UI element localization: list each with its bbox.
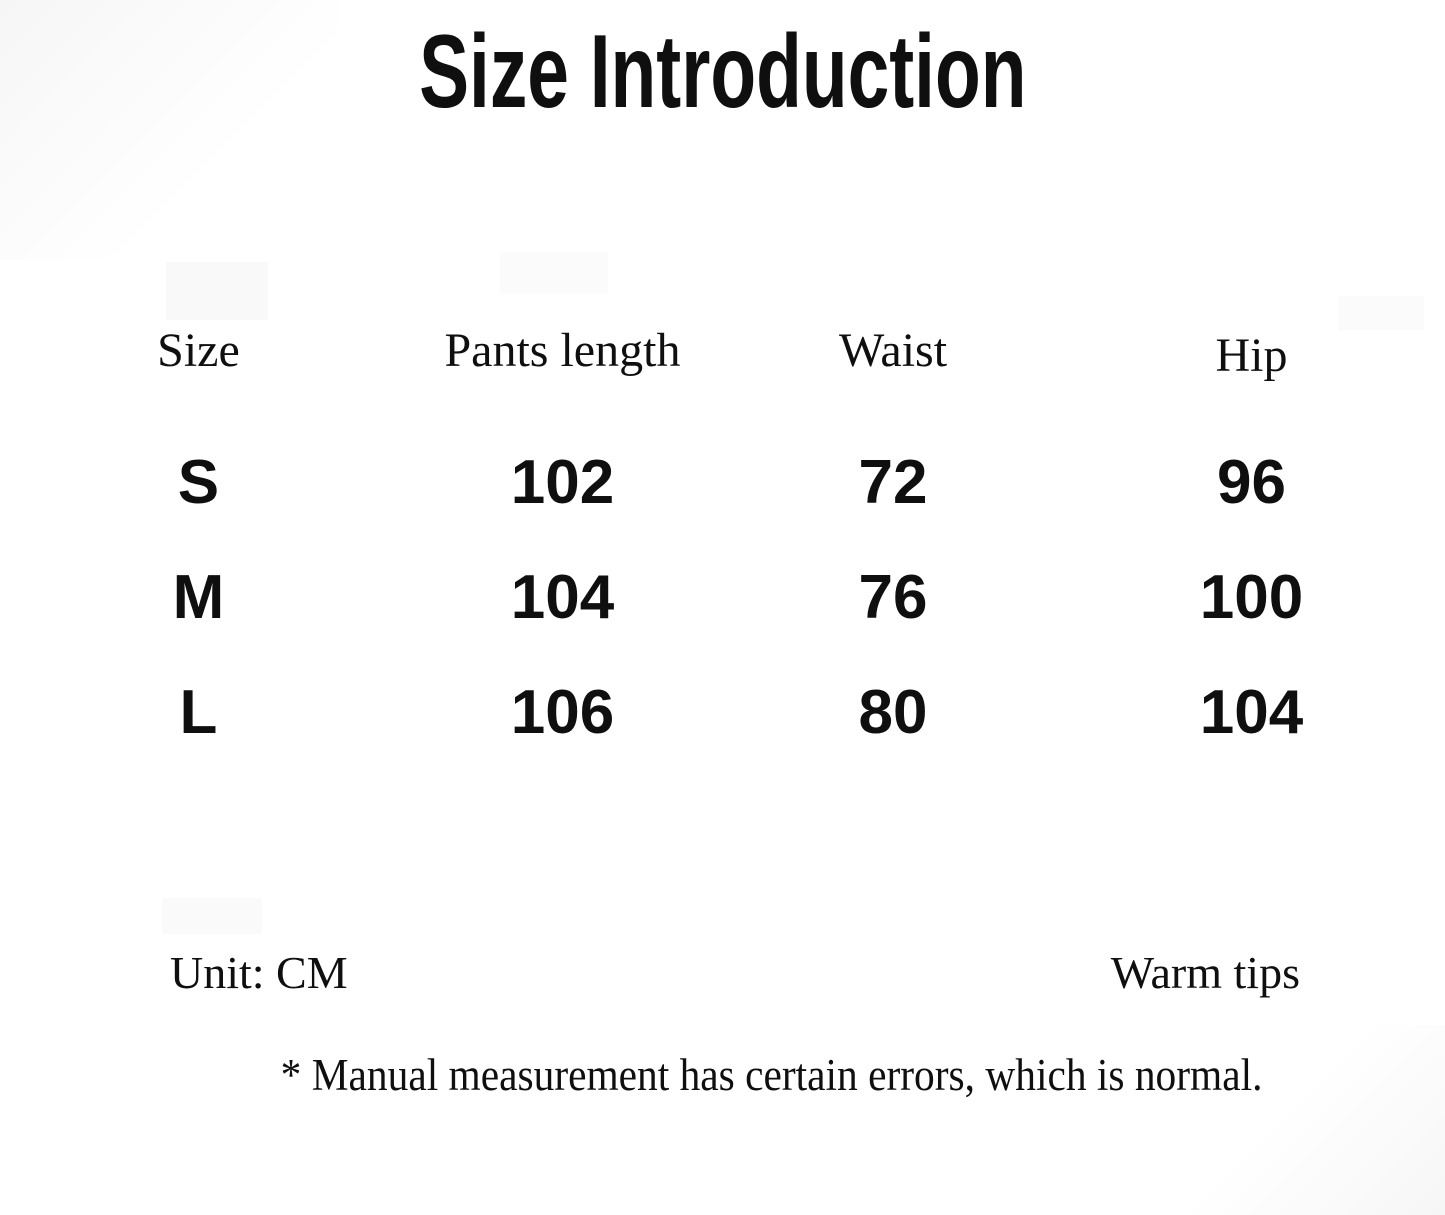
size-value: M (172, 562, 225, 632)
table-row-m: M 104 76 100 (0, 540, 1445, 655)
page-title: Size Introduction (418, 14, 1027, 130)
pants-length-cell: 106 (397, 655, 728, 770)
hip-value: 96 (1217, 447, 1286, 517)
size-cell: M (0, 540, 397, 655)
pants-length-value: 102 (510, 447, 615, 517)
warm-tips-label: Warm tips (1110, 947, 1300, 998)
table-row-l: L 106 80 104 (0, 655, 1445, 770)
hip-value: 104 (1199, 677, 1304, 747)
waist-cell: 72 (728, 425, 1058, 540)
measurement-note: * Manual measurement has certain errors,… (281, 1050, 1263, 1100)
column-header-size-label: Size (157, 324, 240, 377)
waist-value: 80 (858, 677, 928, 747)
background-blotch (166, 262, 268, 320)
pants-length-cell: 104 (397, 540, 728, 655)
pants-length-cell: 102 (397, 425, 728, 540)
waist-cell: 76 (728, 540, 1058, 655)
table-row-s: S 102 72 96 (0, 425, 1445, 540)
column-header-pants-length-label: Pants length (444, 324, 681, 377)
column-header-hip-label: Hip (1215, 329, 1288, 382)
background-blotch (500, 252, 608, 294)
size-table-body: S 102 72 96 M 104 76 100 (0, 425, 1445, 770)
pants-length-value: 104 (510, 562, 615, 632)
hip-cell: 100 (1058, 540, 1445, 655)
size-cell: L (0, 655, 397, 770)
column-header-hip: Hip (1058, 318, 1445, 384)
pants-length-value: 106 (510, 677, 615, 747)
size-value: L (179, 677, 218, 747)
column-header-waist-label: Waist (838, 324, 948, 377)
waist-cell: 80 (728, 655, 1058, 770)
size-table-header-row: Size Pants length Waist Hip (0, 318, 1445, 384)
footer-row: Unit: CM Warm tips (170, 947, 1300, 999)
footnote-container: * Manual measurement has certain errors,… (99, 1048, 1445, 1102)
unit-label: Unit: CM (170, 947, 348, 998)
column-header-size: Size (0, 318, 397, 384)
column-header-waist: Waist (728, 318, 1058, 384)
title-container: Size Introduction (0, 14, 1445, 130)
waist-value: 76 (858, 562, 928, 632)
size-cell: S (0, 425, 397, 540)
waist-value: 72 (858, 447, 928, 517)
hip-value: 100 (1199, 562, 1304, 632)
size-value: S (177, 447, 220, 517)
hip-cell: 96 (1058, 425, 1445, 540)
background-blotch (162, 898, 262, 934)
column-header-pants-length: Pants length (397, 318, 728, 384)
hip-cell: 104 (1058, 655, 1445, 770)
